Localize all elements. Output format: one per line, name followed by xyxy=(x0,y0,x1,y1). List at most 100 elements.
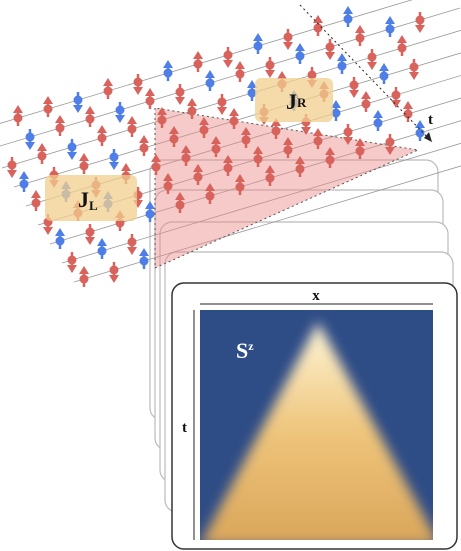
spin-head xyxy=(241,127,251,135)
spin-site xyxy=(337,61,347,71)
spin-site xyxy=(7,160,17,170)
lattice-row xyxy=(0,7,461,147)
spin xyxy=(217,94,227,115)
spin-site xyxy=(115,105,125,115)
spin-site xyxy=(181,153,191,163)
spin xyxy=(223,47,233,68)
spin-site xyxy=(139,256,149,266)
spin-head xyxy=(145,88,155,96)
spin xyxy=(31,190,41,211)
spin-head xyxy=(325,52,335,60)
spin xyxy=(67,139,77,160)
spin xyxy=(97,238,107,259)
spin-site xyxy=(379,71,389,81)
spin-head xyxy=(139,248,149,256)
spin xyxy=(367,49,377,70)
spin xyxy=(127,234,137,255)
spin-site xyxy=(265,60,275,70)
spin xyxy=(13,105,23,126)
spin-site xyxy=(85,227,95,237)
spin xyxy=(313,15,323,36)
spin-head xyxy=(211,136,221,144)
left-current-label: JL xyxy=(78,187,98,213)
spin-site xyxy=(283,32,293,42)
spin-site xyxy=(385,24,395,34)
spin-site xyxy=(271,126,281,136)
spin xyxy=(127,116,137,137)
spin-site xyxy=(67,255,77,265)
spin-head xyxy=(343,137,353,145)
spin xyxy=(235,61,245,82)
spin xyxy=(349,77,359,98)
spin-site xyxy=(169,134,179,144)
spin-site xyxy=(229,116,239,126)
spin-head xyxy=(367,62,377,70)
spin-head xyxy=(55,228,65,236)
spin-head xyxy=(73,105,83,113)
spin-site xyxy=(403,109,413,119)
spin-head xyxy=(313,15,323,23)
spin xyxy=(295,43,305,64)
spin-site xyxy=(193,172,203,182)
spin xyxy=(235,174,245,195)
spin-site xyxy=(367,52,377,62)
spin-head xyxy=(127,116,137,124)
spin xyxy=(139,135,149,156)
spin xyxy=(79,153,89,174)
spin-site xyxy=(31,198,41,208)
spin-head xyxy=(175,97,185,105)
spin-site xyxy=(283,145,293,155)
spin xyxy=(55,228,65,249)
spin-head xyxy=(31,190,41,198)
spin-head xyxy=(79,266,89,274)
time-arrowhead xyxy=(424,132,432,142)
spin-head xyxy=(235,61,245,69)
spin xyxy=(79,266,89,287)
spin-head xyxy=(79,153,89,161)
spin-site xyxy=(127,237,137,247)
spin xyxy=(85,224,95,245)
spin xyxy=(97,125,107,146)
spin-head xyxy=(397,35,407,43)
right-current-label: JR xyxy=(286,89,307,114)
spin-site xyxy=(127,124,137,134)
spin xyxy=(355,138,365,159)
spin-head xyxy=(169,126,179,134)
spin-site xyxy=(247,88,257,98)
spin xyxy=(145,88,155,109)
spin-head xyxy=(385,16,395,24)
spin-head xyxy=(373,110,383,118)
spin xyxy=(313,128,323,149)
spin xyxy=(415,12,425,33)
left-current-box xyxy=(45,175,137,221)
spin-site xyxy=(79,161,89,171)
spin xyxy=(247,80,257,101)
spin-head xyxy=(157,107,167,115)
spin-site xyxy=(355,146,365,156)
spin xyxy=(403,101,413,122)
spin-head xyxy=(247,80,257,88)
spin-site xyxy=(415,128,425,138)
spin-site xyxy=(415,15,425,25)
spin-site xyxy=(241,135,251,145)
spin xyxy=(175,84,185,105)
spin-head xyxy=(223,155,233,163)
spin-site xyxy=(67,142,77,152)
right-current-box xyxy=(255,78,333,122)
spin-head xyxy=(133,87,143,95)
spin-site xyxy=(37,151,47,161)
spin-head xyxy=(295,43,305,51)
spin-head xyxy=(97,238,107,246)
spin xyxy=(55,115,65,136)
spin-site xyxy=(307,70,317,80)
spin xyxy=(7,157,17,178)
spin-site xyxy=(97,133,107,143)
spin xyxy=(241,127,251,148)
spin-head xyxy=(37,143,47,151)
spin-head xyxy=(85,106,95,114)
spin xyxy=(385,16,395,37)
spin-head xyxy=(343,6,353,14)
light-cone-region xyxy=(154,107,420,269)
spin xyxy=(325,147,335,168)
spin-head xyxy=(151,154,161,162)
